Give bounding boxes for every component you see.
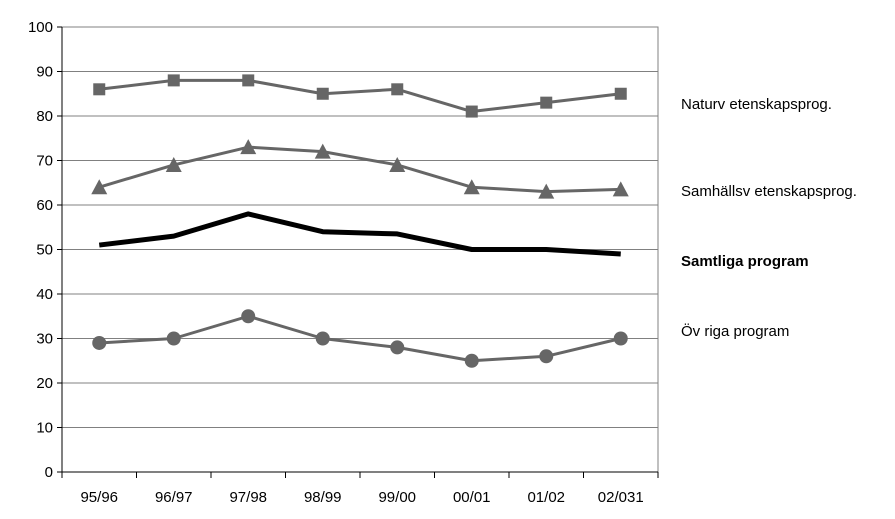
data-point [538, 183, 555, 199]
series-2 [98, 211, 621, 257]
data-point [539, 349, 554, 364]
gridlines [62, 26, 658, 428]
y-tick-label: 60 [36, 197, 53, 214]
y-tick-label: 40 [36, 286, 53, 303]
x-tick-label: 01/02 [527, 489, 565, 506]
data-point [390, 340, 405, 355]
data-point [93, 83, 106, 96]
x-axis: 95/96 96/97 97/98 98/99 99/00 00/01 01/02 02/03… [61, 472, 659, 506]
y-tick-label: 10 [36, 420, 53, 437]
series-1 [91, 139, 629, 199]
x-tick-label: 96/97 [155, 489, 193, 506]
legend-entry: Naturv etenskapsprog. [681, 96, 832, 113]
data-point [316, 87, 329, 100]
legend: Naturv etenskapsprog. Samhällsv etenskaps… [681, 96, 857, 340]
y-tick-label: 80 [36, 108, 53, 125]
y-tick-label: 70 [36, 153, 53, 170]
data-point [614, 87, 627, 100]
data-point [314, 143, 331, 159]
series-line [98, 145, 621, 194]
series-0 [93, 74, 627, 118]
x-tick-label: 99/00 [378, 489, 416, 506]
series-layer [91, 74, 629, 368]
data-point [540, 96, 553, 109]
data-point [91, 179, 108, 195]
x-tick-label: 00/01 [453, 489, 491, 506]
y-tick-label: 50 [36, 242, 53, 259]
x-tick-label: 95/96 [80, 489, 118, 506]
data-point [315, 331, 330, 346]
data-point [240, 139, 257, 155]
data-point [242, 74, 255, 87]
data-point [463, 179, 480, 195]
series-line [99, 78, 621, 114]
y-tick-label: 20 [36, 375, 53, 392]
y-tick-label: 30 [36, 331, 53, 348]
data-point [613, 331, 628, 346]
data-point [391, 83, 404, 96]
legend-entry: Samtliga program [681, 253, 809, 270]
x-tick-label: 97/98 [229, 489, 267, 506]
x-tick-label: 02/031 [598, 489, 644, 506]
series-3 [92, 309, 628, 368]
series-line [99, 314, 622, 363]
y-tick-label: 90 [36, 64, 53, 81]
legend-entry: Samhällsv etenskapsprog. [681, 183, 857, 200]
legend-entry: Öv riga program [681, 322, 789, 340]
data-point [389, 156, 406, 172]
y-tick-label: 0 [45, 464, 53, 481]
data-point [167, 74, 180, 87]
data-point [465, 105, 478, 118]
series-line [98, 211, 621, 257]
data-point [464, 353, 479, 368]
x-tick-label: 98/99 [304, 489, 342, 506]
data-point [165, 156, 182, 172]
y-tick-label: 100 [28, 19, 53, 36]
data-point [241, 309, 256, 324]
data-point [92, 335, 107, 350]
data-point [166, 331, 181, 346]
y-axis: 0 10 20 30 40 50 60 70 80 90 100 [28, 19, 62, 481]
data-point [612, 181, 629, 197]
